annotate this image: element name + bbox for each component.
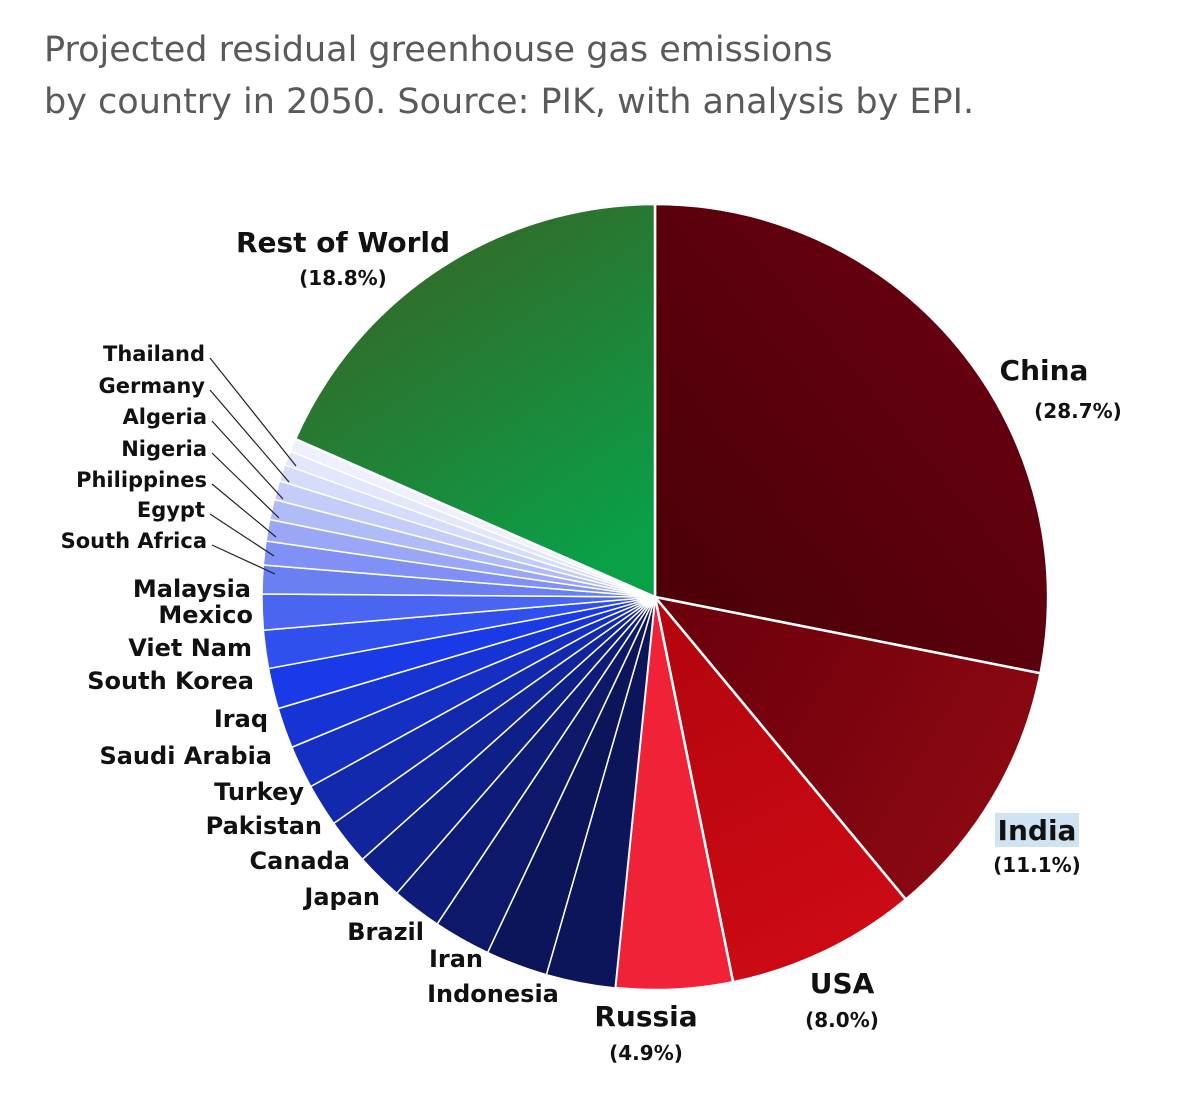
pct-india: (11.1%) xyxy=(993,853,1081,877)
pie-slices xyxy=(261,202,1050,992)
slice-china xyxy=(653,202,1050,675)
label-malaysia: Malaysia xyxy=(133,575,251,603)
label-pakistan: Pakistan xyxy=(206,812,322,840)
label-philippines: Philippines xyxy=(76,468,207,492)
label-indonesia: Indonesia xyxy=(427,980,559,1008)
leader-south-africa xyxy=(211,544,276,575)
leader-thailand xyxy=(209,357,297,467)
label-turkey: Turkey xyxy=(214,778,304,806)
leader-algeria xyxy=(211,420,284,500)
label-iran: Iran xyxy=(429,945,483,973)
label-canada: Canada xyxy=(250,847,350,875)
slice-usa xyxy=(653,596,908,984)
leader-egypt xyxy=(209,513,275,557)
leader-lines xyxy=(209,357,297,575)
leader-nigeria xyxy=(211,452,280,519)
label-germany: Germany xyxy=(98,374,205,398)
pct-usa: (8.0%) xyxy=(805,1008,879,1032)
label-japan: Japan xyxy=(302,883,380,911)
slice-india xyxy=(651,595,1042,902)
leader-germany xyxy=(209,389,290,483)
label-china: China xyxy=(1000,354,1089,387)
label-saudi-arabia: Saudi Arabia xyxy=(99,742,272,770)
label-egypt: Egypt xyxy=(137,498,205,522)
leader-philippines xyxy=(211,483,277,538)
title-line-2: by country in 2050. Source: PIK, with an… xyxy=(44,82,975,122)
label-thailand: Thailand xyxy=(103,342,205,366)
label-south-korea: South Korea xyxy=(87,667,254,695)
label-russia: Russia xyxy=(594,1000,697,1033)
slice-rest-of-world xyxy=(293,202,657,599)
label-viet-nam: Viet Nam xyxy=(128,634,252,662)
slice-labels: China (28.7%) India (11.1%) USA (8.0%) Russia (… xyxy=(61,226,1122,1065)
label-brazil: Brazil xyxy=(347,918,424,946)
pct-russia: (4.9%) xyxy=(609,1041,683,1065)
label-nigeria: Nigeria xyxy=(121,437,207,461)
title-line-1: Projected residual greenhouse gas emissi… xyxy=(44,30,833,70)
chart-title: Projected residual greenhouse gas emissi… xyxy=(44,24,1164,128)
label-algeria: Algeria xyxy=(123,405,207,429)
highlight-india xyxy=(995,813,1079,847)
label-mexico: Mexico xyxy=(158,601,253,629)
pct-china: (28.7%) xyxy=(1034,399,1122,423)
label-iraq: Iraq xyxy=(214,705,268,733)
label-usa: USA xyxy=(810,967,875,1000)
pct-rest-of-world: (18.8%) xyxy=(299,266,387,290)
label-india: India xyxy=(998,814,1077,847)
label-rest-of-world: Rest of World xyxy=(236,226,450,259)
label-south-africa: South Africa xyxy=(61,529,207,553)
